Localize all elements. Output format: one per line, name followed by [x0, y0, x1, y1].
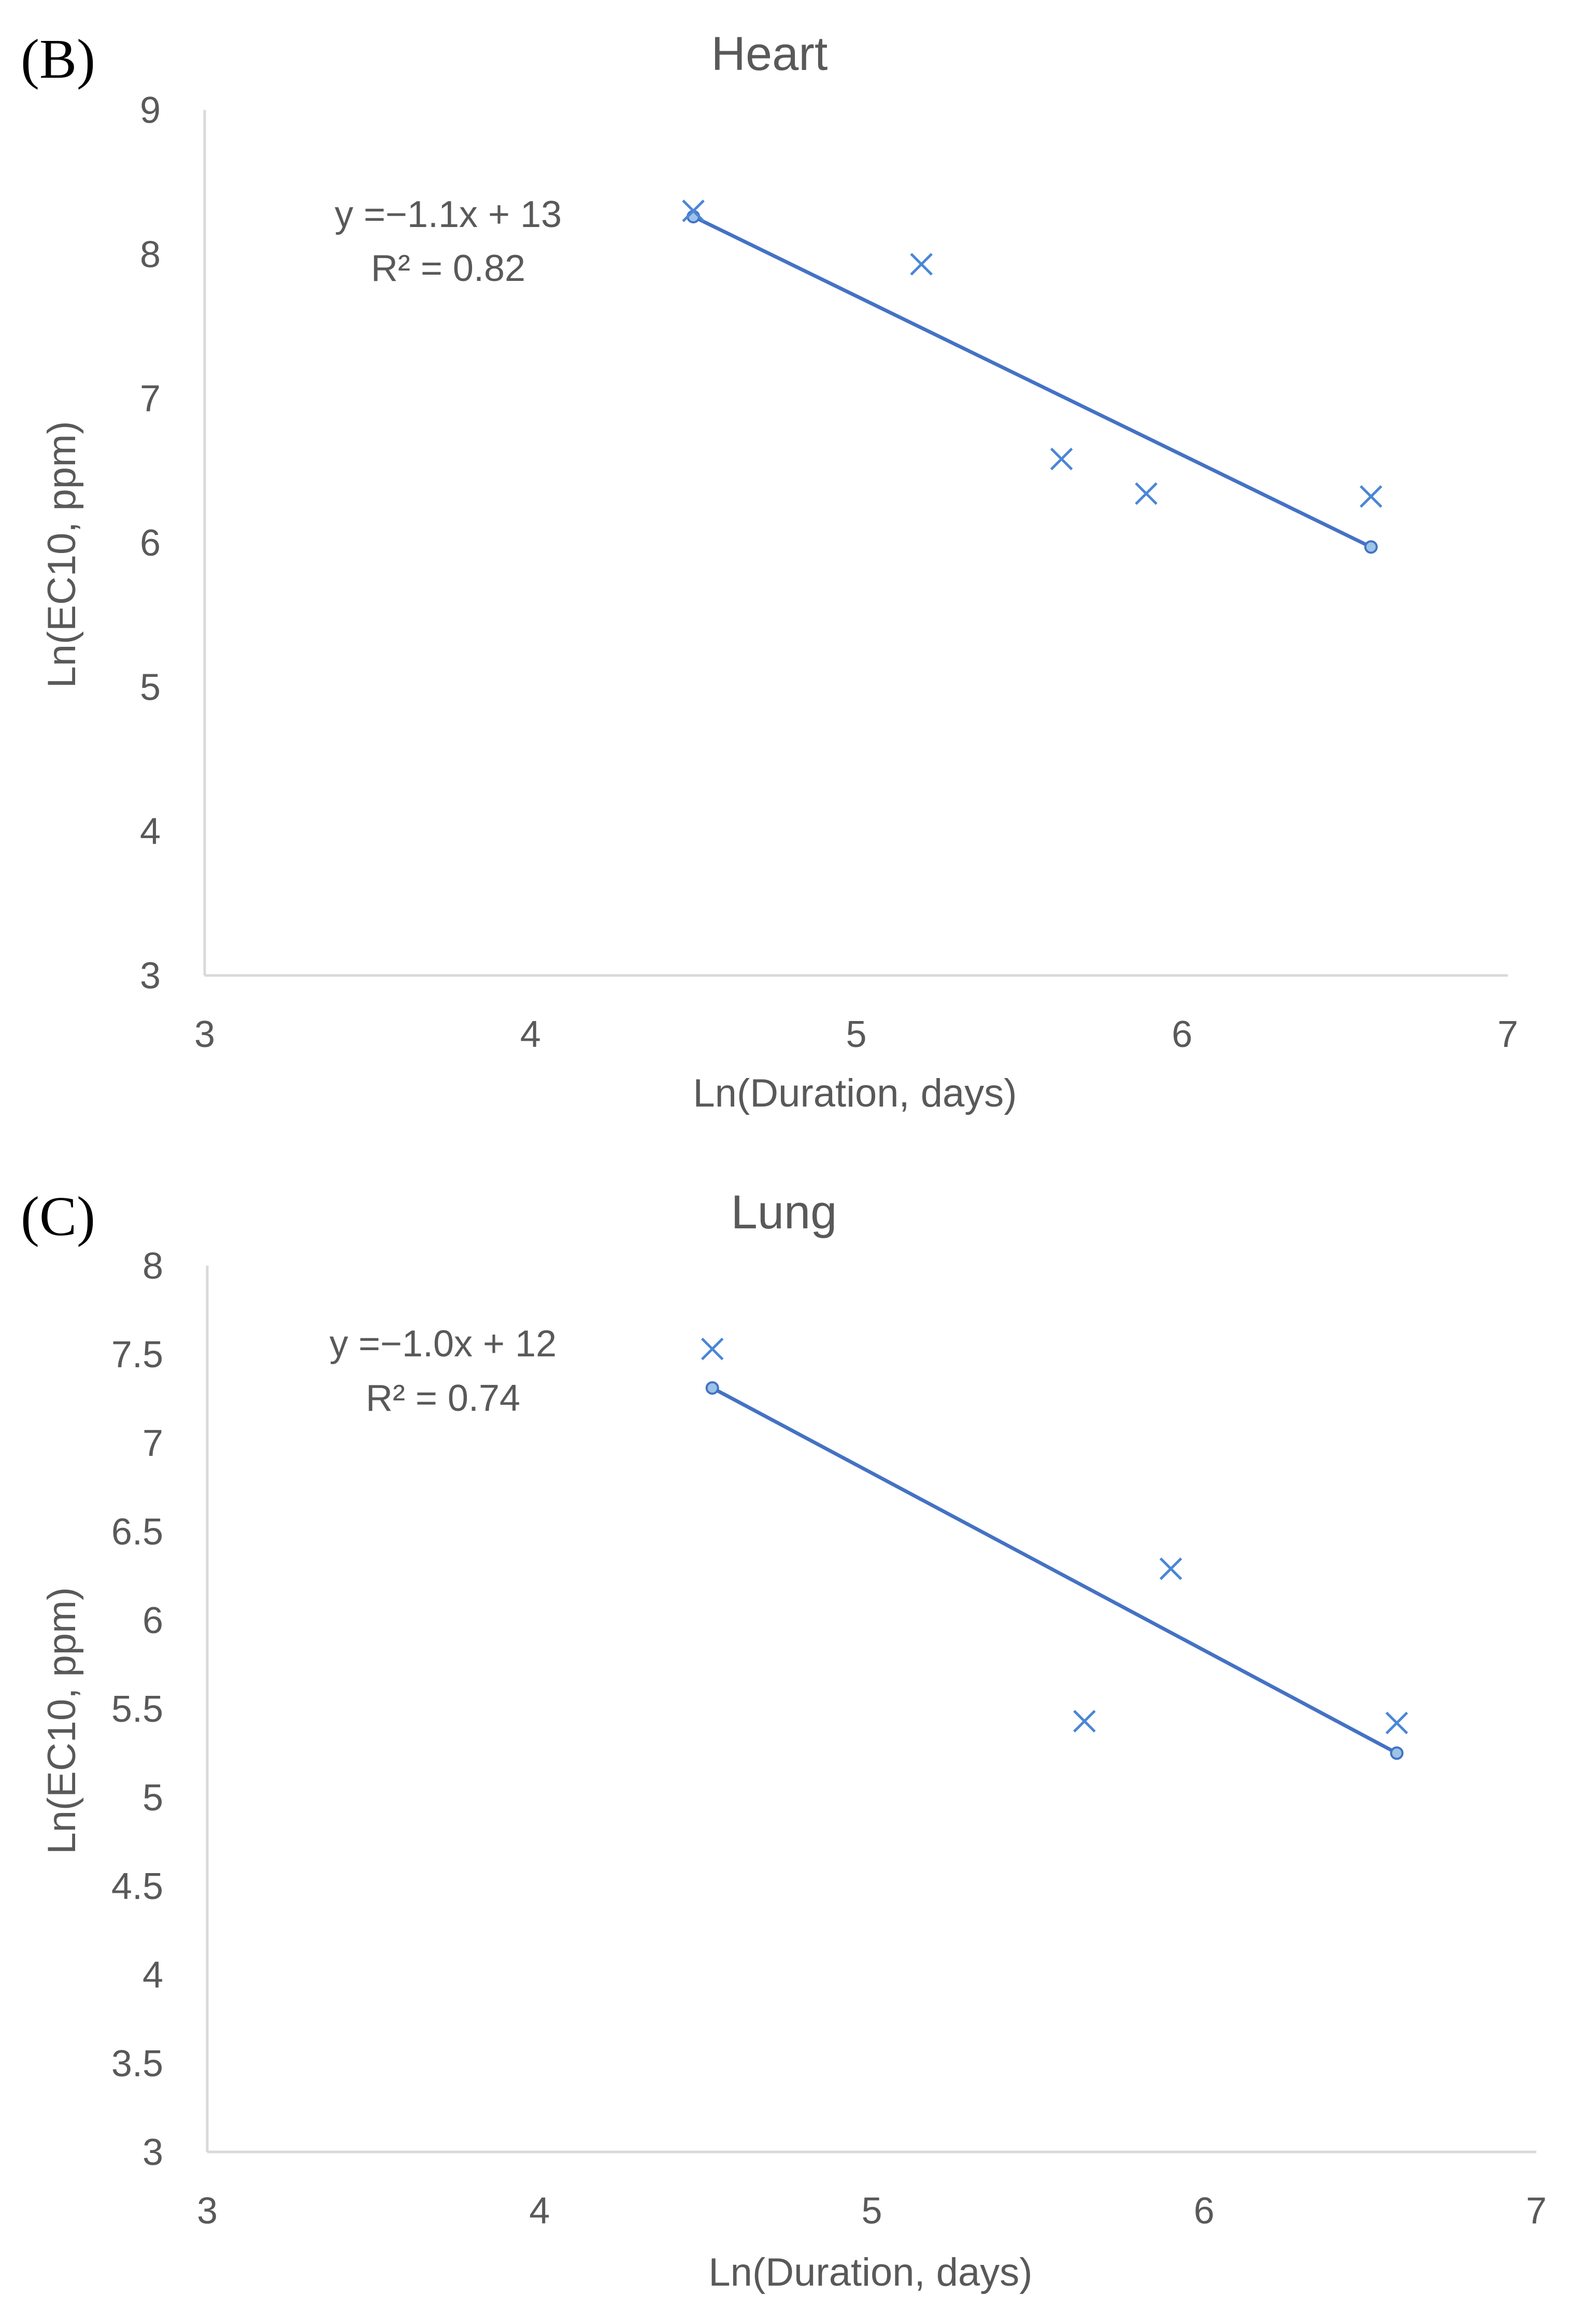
- y-tick-label-lung: 4: [142, 1954, 163, 1996]
- y-tick-label-heart: 4: [140, 811, 161, 853]
- y-tick-label-heart: 8: [140, 234, 161, 275]
- y-tick-label-lung: 3.5: [111, 2043, 163, 2085]
- panel-label-b: (B): [21, 29, 95, 90]
- trendline-endpoint-heart: [1364, 540, 1378, 554]
- x-tick-label-heart: 5: [846, 1014, 866, 1055]
- trendline-r2-lung: R² = 0.74: [366, 1378, 520, 1419]
- x-tick-label-lung: 4: [529, 2190, 550, 2232]
- data-point-marker-lung: [701, 1337, 724, 1361]
- trendline-heart: [692, 215, 1372, 549]
- y-tick-label-heart: 7: [140, 378, 161, 420]
- chart-heart: (B) Heart y =−1.1x + 13 R² = 0.82 Ln(Dur…: [21, 27, 1518, 1115]
- y-tick-label-heart: 9: [140, 90, 161, 131]
- y-tick-label-heart: 3: [140, 955, 161, 997]
- chart-lung: (C) Lung y =−1.0x + 12 R² = 0.74 Ln(Dura…: [21, 1186, 1547, 2294]
- x-tick-label-heart: 3: [194, 1014, 215, 1055]
- x-tick-label-heart: 7: [1497, 1014, 1518, 1055]
- data-point-marker-lung: [1385, 1711, 1408, 1735]
- x-tick-label-lung: 7: [1526, 2190, 1547, 2232]
- y-tick-label-heart: 5: [140, 667, 161, 708]
- trendline-equation-lung: y =−1.0x + 12: [330, 1323, 556, 1365]
- x-tick-label-lung: 5: [861, 2190, 882, 2232]
- trendline-lung: [711, 1386, 1398, 1755]
- trendline-endpoint-lung: [705, 1381, 719, 1395]
- y-tick-label-lung: 7.5: [111, 1334, 163, 1376]
- data-point-marker-heart: [1360, 485, 1382, 508]
- y-tick-label-lung: 5.5: [111, 1689, 163, 1730]
- chart-title-heart: Heart: [711, 27, 828, 80]
- x-tick-label-lung: 3: [197, 2190, 218, 2232]
- data-point-marker-heart: [682, 200, 705, 222]
- y-tick-label-lung: 4.5: [111, 1866, 163, 1907]
- trendline-equation-heart: y =−1.1x + 13: [335, 194, 562, 235]
- chart-title-lung: Lung: [731, 1186, 837, 1239]
- panel-label-c: (C): [21, 1186, 95, 1248]
- y-tick-label-heart: 6: [140, 522, 161, 564]
- y-tick-label-lung: 3: [142, 2132, 163, 2173]
- data-point-marker-heart: [910, 253, 933, 276]
- x-axis-title-lung: Ln(Duration, days): [708, 2250, 1032, 2294]
- x-axis-title-heart: Ln(Duration, days): [693, 1071, 1017, 1115]
- y-axis-title-lung: Ln(EC10, ppm): [40, 1587, 84, 1854]
- x-tick-label-heart: 6: [1172, 1014, 1192, 1055]
- data-point-marker-lung: [1159, 1557, 1182, 1580]
- x-tick-label-lung: 6: [1194, 2190, 1215, 2232]
- data-point-marker-heart: [1135, 482, 1158, 505]
- trendline-endpoint-lung: [1390, 1746, 1404, 1760]
- data-point-marker-lung: [1073, 1710, 1096, 1733]
- y-tick-label-lung: 5: [142, 1777, 163, 1819]
- x-tick-label-heart: 4: [520, 1014, 541, 1055]
- trendline-r2-heart: R² = 0.82: [371, 248, 525, 289]
- y-tick-label-lung: 7: [142, 1423, 163, 1464]
- y-tick-label-lung: 6: [142, 1600, 163, 1641]
- y-tick-label-lung: 8: [142, 1245, 163, 1287]
- y-tick-label-lung: 6.5: [111, 1511, 163, 1553]
- y-axis-title-heart: Ln(EC10, ppm): [40, 421, 84, 688]
- data-point-marker-heart: [1050, 447, 1073, 471]
